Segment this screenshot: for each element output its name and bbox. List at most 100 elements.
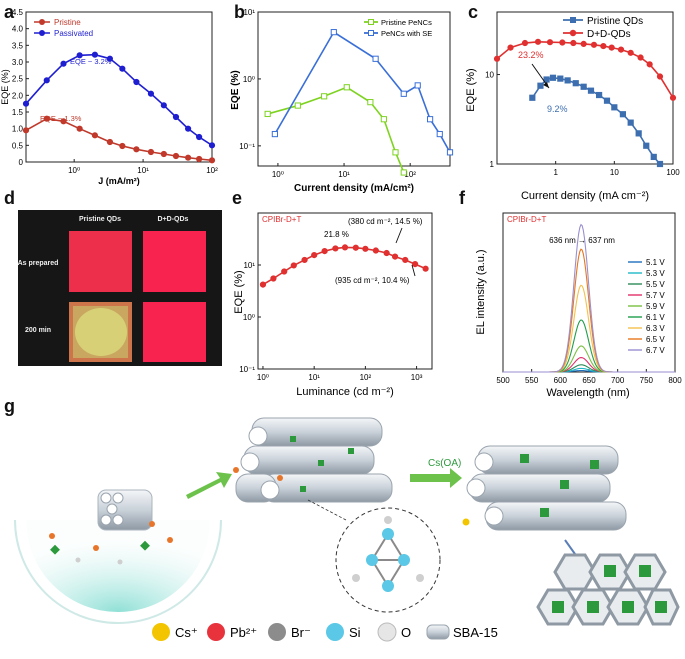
panel-b-frame xyxy=(257,11,451,167)
series-c-pristine-point xyxy=(627,119,634,126)
series-b-se-point xyxy=(436,130,443,138)
panel-g-letter: g xyxy=(4,396,15,416)
a-ytick-label: 1.0 xyxy=(12,125,24,134)
series-c-dd-point xyxy=(493,55,501,62)
series-a-passivated-point xyxy=(160,102,167,109)
b-xtick-label: 10² xyxy=(404,170,416,179)
series-b-se-point xyxy=(426,116,434,123)
legend-f-label: 6.3 V xyxy=(646,324,665,333)
series-e-eqe-point xyxy=(290,262,297,269)
series-c-pristine-point xyxy=(643,142,650,149)
series-f-8 xyxy=(503,223,675,373)
c-ytick-label: 10 xyxy=(485,71,494,80)
panel-a-frame xyxy=(25,11,213,163)
solution-bath-outline xyxy=(14,519,222,624)
legend-si: Si xyxy=(349,625,361,640)
panel-e-letter: e xyxy=(232,188,242,208)
series-b-se-point xyxy=(372,55,379,62)
series-a-pristine-point xyxy=(43,115,50,122)
c-ytick-label: 1 xyxy=(490,160,495,169)
series-e-eqe-point xyxy=(259,281,267,288)
series-b-pristine-point xyxy=(264,110,271,118)
legend-si-icon xyxy=(326,623,344,641)
series-c-dd-point xyxy=(590,41,598,48)
series-e-eqe-point xyxy=(352,244,359,251)
series-c-pristine-point xyxy=(537,82,544,89)
legend-f-label: 6.1 V xyxy=(646,313,665,322)
series-b-pristine-point xyxy=(400,169,407,176)
panel-c-chart: 10 1 1 10 100 EQE (%) Current density (mA c… xyxy=(465,11,680,202)
series-a-passivated-point xyxy=(185,125,192,132)
annotation-c-dd: 23.2% xyxy=(518,50,544,60)
legend-f-label: 6.5 V xyxy=(646,335,665,344)
series-c-pristine-point xyxy=(635,130,642,137)
panel-f-letter: f xyxy=(459,188,466,208)
series-e-eqe-point xyxy=(422,265,429,272)
series-a-pristine-point xyxy=(91,132,99,139)
zoom-inset-molecule xyxy=(307,499,441,613)
series-e-eqe-point xyxy=(372,247,379,254)
series-c-dd-point xyxy=(559,39,566,46)
series-a-pristine-point xyxy=(119,142,126,150)
series-c-pristine-point xyxy=(580,83,587,90)
series-e-eqe-point xyxy=(321,248,328,255)
f-xtick-label: 650 xyxy=(582,376,596,385)
a-ytick-label: 0.5 xyxy=(12,141,24,150)
legend-a-passivated-marker xyxy=(39,30,45,36)
series-a-passivated-line xyxy=(25,53,213,147)
panel-f-chart: 500 550 600 650 700 750 800 EL intensity (a.u.… xyxy=(475,212,682,399)
panel-e-xlabel: Luminance (cd m⁻²) xyxy=(296,386,394,398)
f-xtick-label: 500 xyxy=(496,376,510,385)
series-c-pristine-point xyxy=(603,97,611,104)
series-b-se-point xyxy=(414,82,421,89)
panel-b-letter: b xyxy=(234,2,245,22)
series-b-se-point xyxy=(271,130,278,138)
series-e-eqe-point xyxy=(281,268,288,275)
photo-row-as-prepared: As prepared xyxy=(18,260,59,267)
legend-cs: Cs⁺ xyxy=(175,625,198,640)
series-a-pristine-point xyxy=(196,155,203,163)
series-c-dd-point xyxy=(580,40,587,47)
film-dd-200min xyxy=(143,302,206,362)
e-xtick-label: 10⁰ xyxy=(257,373,269,382)
panel-c-xlabel: Current density (mA cm⁻²) xyxy=(521,190,649,202)
series-c-pristine-point xyxy=(557,75,564,82)
panel-c-ylabel: EQE (%) xyxy=(465,68,477,111)
series-a-pristine-point xyxy=(185,154,192,161)
b-xtick-label: 10⁰ xyxy=(272,170,284,179)
legend-b-pristine: Pristine PeNCs xyxy=(381,18,432,27)
annotation-c-pristine: 9.2% xyxy=(547,104,568,114)
legend-b-pristine-marker xyxy=(368,19,374,25)
photo-col-pristine: Pristine QDs xyxy=(79,216,121,223)
legend-f-label: 6.7 V xyxy=(646,346,665,355)
panel-d-photo: Pristine QDs D+D-QDs As prepared 200 min xyxy=(18,210,222,366)
series-b-se-point xyxy=(330,29,337,36)
series-a-pristine-point xyxy=(60,118,67,125)
precursor-species xyxy=(49,521,173,565)
series-a-passivated-point xyxy=(106,55,114,62)
series-c-pristine-point xyxy=(529,94,536,101)
legend-c-dd: D+D-QDs xyxy=(587,29,631,40)
f-xtick-label: 600 xyxy=(554,376,568,385)
series-a-passivated-point xyxy=(76,52,83,59)
series-e-eqe-point xyxy=(311,252,318,259)
annotation-e-peak: 21.8 % xyxy=(324,230,349,239)
series-b-pristine-point xyxy=(392,149,399,156)
film-dd-as-prepared xyxy=(143,231,206,292)
series-c-pristine-point xyxy=(549,74,557,81)
panel-b-chart: 10¹ 10⁰ 10⁻¹ 10⁰ 10¹ 10² EQE (%) Current den… xyxy=(230,8,454,194)
e-ytick-label: 10⁰ xyxy=(243,313,255,322)
series-c-dd-point xyxy=(656,73,664,80)
a-ytick-label: 4.0 xyxy=(12,25,24,34)
f-xtick-label: 550 xyxy=(525,376,539,385)
series-b-se-line xyxy=(274,31,451,153)
panel-f-ylabel: EL intensity (a.u.) xyxy=(475,249,487,334)
series-b-pristine-line xyxy=(267,86,405,173)
b-ytick-label: 10⁻¹ xyxy=(239,142,255,151)
legend-f-label: 5.9 V xyxy=(646,302,665,311)
series-c-pristine-point xyxy=(564,77,571,84)
panel-a-xlabel: J (mA/m²) xyxy=(98,176,140,186)
panel-a-chart: 0 0.5 1.0 1.5 2.0 2.5 3.0 3.5 4.0 4.5 10⁰ 10¹ 10² E… xyxy=(0,8,218,186)
panel-g-schematic: Cs(OA) xyxy=(14,417,680,642)
series-a-passivated-point xyxy=(91,51,99,58)
